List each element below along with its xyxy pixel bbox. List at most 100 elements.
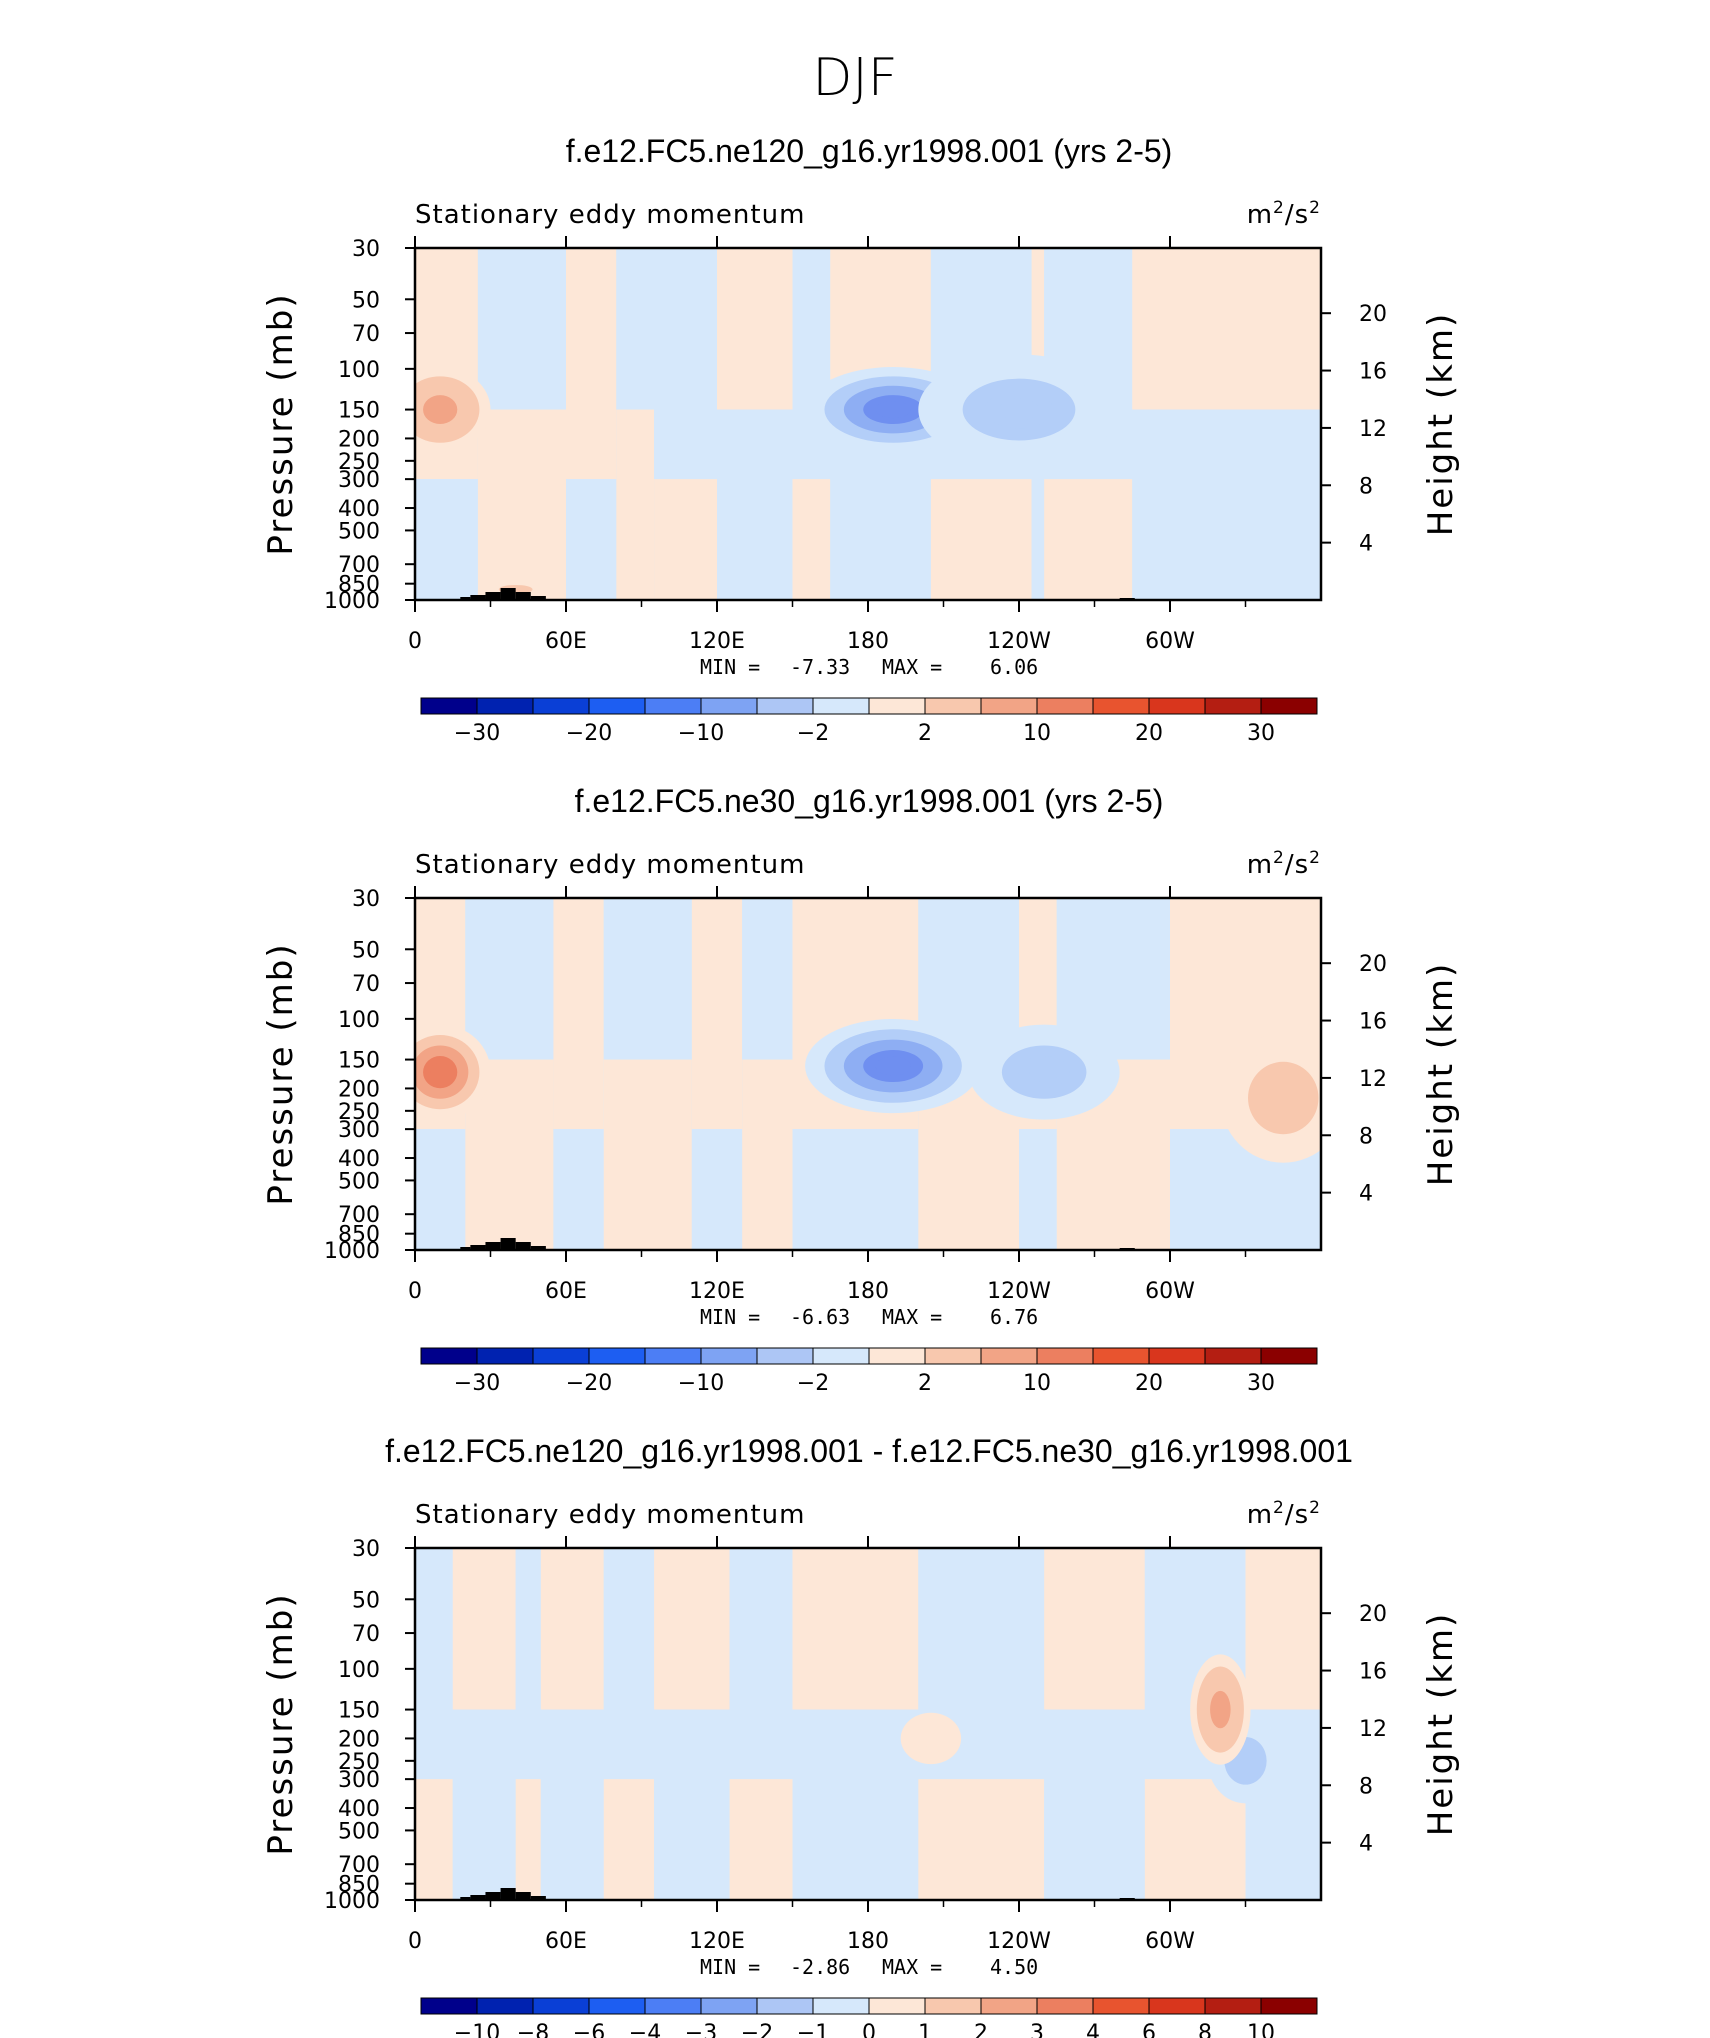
y-tick-label: 400: [338, 1797, 380, 1822]
contour-extreme: [998, 398, 1040, 421]
field-band: [792, 248, 831, 480]
colorbar-tick-label: −10: [678, 1371, 724, 1396]
min-value: -2.86: [790, 1955, 850, 1979]
colorbar-tick-label: 2: [974, 2021, 988, 2038]
y2-tick-label: 20: [1359, 952, 1387, 977]
colorbar-swatch: [1260, 697, 1318, 715]
field-band: [603, 898, 692, 1060]
field-band: [452, 1709, 516, 1900]
field-band: [1019, 1129, 1057, 1250]
right-axis-title: Height (km): [1421, 1612, 1461, 1837]
left-axis-title: Pressure (mb): [261, 942, 301, 1205]
y-tick-label: 100: [338, 358, 380, 383]
field-band: [1044, 479, 1133, 600]
colorbar-tick-label: −3: [685, 2021, 717, 2038]
field-band: [415, 1129, 466, 1250]
topography: [500, 588, 516, 600]
x-tick-label: 60E: [545, 1929, 587, 1954]
colorbar-swatch: [980, 1997, 1038, 2015]
x-tick-label: 0: [408, 1929, 422, 1954]
field-band: [729, 1779, 793, 1900]
colorbar-tick-label: 10: [1023, 721, 1051, 746]
colorbar-swatch: [1148, 1347, 1206, 1365]
y-tick-label: 200: [338, 1077, 380, 1102]
y2-tick-label: 8: [1359, 474, 1373, 499]
colorbar-tick-label: −10: [454, 2021, 500, 2038]
field-band: [616, 409, 655, 600]
topography: [530, 1896, 546, 1900]
x-tick-label: 120W: [987, 1929, 1051, 1954]
colorbar-tick-label: −30: [454, 1371, 500, 1396]
field-band: [1132, 409, 1321, 600]
colorbar-swatch: [532, 1347, 590, 1365]
left-axis-title: Pressure (mb): [261, 292, 301, 555]
field-band: [654, 1709, 730, 1900]
contour-extreme: [1270, 1085, 1296, 1111]
plot-area: [415, 898, 1321, 1250]
contour-extreme: [430, 401, 451, 419]
colorbar-swatch: [420, 1347, 478, 1365]
units-label: m2/s2: [1247, 198, 1321, 230]
topography: [470, 595, 486, 600]
topography: [485, 1242, 501, 1250]
field-band: [515, 1779, 541, 1900]
variable-label: Stationary eddy momentum: [415, 1500, 805, 1530]
colorbar-tick-label: 20: [1135, 721, 1163, 746]
colorbar-tick-label: 6: [1142, 2021, 1156, 2038]
x-tick-label: 60E: [545, 629, 587, 654]
panel-1: f.e12.FC5.ne120_g16.yr1998.001 (yrs 2-5)…: [261, 133, 1461, 746]
x-tick-label: 0: [408, 1279, 422, 1304]
y-tick-label: 400: [338, 497, 380, 522]
x-tick-label: 60W: [1145, 1279, 1195, 1304]
y-tick-label: 30: [352, 237, 380, 262]
y-tick-label: 700: [338, 553, 380, 578]
y-tick-label: 850: [338, 1873, 380, 1898]
colorbar-tick-label: 0: [862, 2021, 876, 2038]
field-band: [415, 1779, 453, 1900]
colorbar-tick-label: 8: [1198, 2021, 1212, 2038]
field-band: [654, 248, 717, 480]
colorbar-tick-label: 20: [1135, 1371, 1163, 1396]
y-tick-label: 850: [338, 1223, 380, 1248]
min-label: MIN =: [700, 655, 760, 679]
y-tick-label: 50: [352, 938, 380, 963]
colorbar-tick-label: −2: [797, 721, 829, 746]
field-band: [1245, 1548, 1321, 1710]
y-tick-label: 30: [352, 1537, 380, 1562]
max-label: MAX =: [882, 655, 942, 679]
field-band: [717, 248, 793, 410]
colorbar-swatch: [924, 1997, 982, 2015]
field-band: [654, 479, 717, 600]
max-value: 6.76: [990, 1305, 1038, 1329]
x-tick-label: 120E: [689, 629, 745, 654]
panel-title: f.e12.FC5.ne120_g16.yr1998.001 - f.e12.F…: [385, 1433, 1353, 1469]
field-band: [540, 1709, 604, 1900]
colorbar-swatch: [756, 697, 814, 715]
min-value: -6.63: [790, 1305, 850, 1329]
colorbar-swatch: [420, 1997, 478, 2015]
colorbar-tick-label: −10: [678, 721, 724, 746]
y-tick-label: 50: [352, 1588, 380, 1613]
y2-tick-label: 16: [1359, 1660, 1387, 1685]
field-band: [742, 1059, 793, 1250]
contour-extreme: [1214, 1698, 1227, 1721]
y-tick-label: 100: [338, 1658, 380, 1683]
topography: [460, 597, 471, 600]
y2-tick-label: 12: [1359, 1067, 1387, 1092]
figure-title: DJF: [812, 48, 897, 108]
colorbar-tick-label: −4: [629, 2021, 661, 2038]
topography: [500, 1888, 516, 1900]
contour-extreme: [430, 1062, 451, 1082]
colorbar-tick-label: −6: [573, 2021, 605, 2038]
colorbar-tick-label: 2: [918, 1371, 932, 1396]
y-tick-label: 1000: [324, 1889, 380, 1914]
y2-tick-label: 4: [1359, 532, 1373, 557]
y2-tick-label: 4: [1359, 1832, 1373, 1857]
colorbar: −30 −20 −10 −2 2 10 20 30: [420, 697, 1318, 746]
y-tick-label: 300: [338, 1118, 380, 1143]
panel-title: f.e12.FC5.ne120_g16.yr1998.001 (yrs 2-5): [566, 133, 1173, 169]
colorbar-tick-label: 1: [918, 2021, 932, 2038]
colorbar-swatch: [476, 697, 534, 715]
y-tick-label: 70: [352, 322, 380, 347]
colorbar-swatch: [1092, 1997, 1150, 2015]
